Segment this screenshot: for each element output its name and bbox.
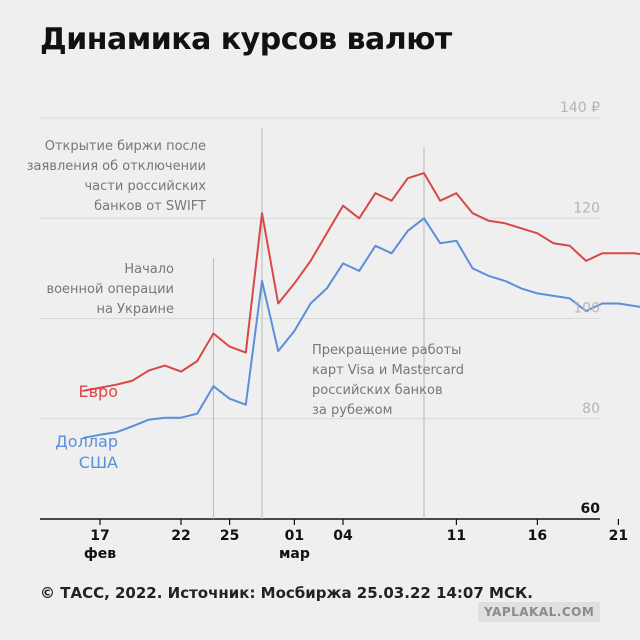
x-month-label-2022-03-01: мар (279, 546, 310, 562)
y-tick-label-120: 120 (573, 200, 600, 216)
series-name-2-part-2: США (79, 453, 118, 472)
event-label-3-line-4: за рубежом (312, 403, 392, 418)
event-label-1-line-1: Начало (124, 262, 174, 277)
series-line-2 (82, 217, 640, 439)
event-label-3-line-3: российских банков (312, 383, 443, 398)
grid-lines (40, 117, 600, 520)
x-tick-label-2022-03-16: 16 (528, 528, 547, 544)
event-label-2-line-3: части российских (85, 179, 207, 194)
y-tick-label-60: 60 (581, 501, 601, 517)
x-tick-label-2022-03-21: 21 (609, 528, 628, 544)
event-label-3-line-1: Прекращение работы (312, 343, 461, 358)
x-tick-label-2022-03-04: 04 (333, 528, 353, 544)
x-month-label-2022-02-17: фев (84, 546, 116, 562)
x-tick-label-2022-03-01: 01 (285, 528, 304, 544)
watermark-logo: YAPLAKAL.COM (478, 602, 601, 622)
event-label-1-line-2: военной операции (46, 282, 174, 297)
series-lines: 99,7592,04 (82, 172, 640, 439)
event-label-2-line-2: заявления об отключении (27, 159, 206, 174)
page-title: Динамика курсов валют (40, 22, 452, 57)
currency-chart: Начало военной операции на Украине Открытие… (27, 100, 640, 562)
x-tick-label-2022-02-25: 25 (220, 528, 239, 544)
x-tick-label-2022-03-11: 11 (447, 528, 466, 544)
y-axis-labels: 140 ₽ 120 100 80 60 (560, 100, 600, 517)
event-label-2-line-4: банков от SWIFT (94, 199, 206, 214)
y-tick-label-100: 100 (573, 301, 600, 317)
event-label-1-line-3: на Украине (96, 302, 174, 317)
x-tick-label-2022-02-17: 17 (90, 528, 109, 544)
source-note: © ТАСС, 2022. Источник: Мосбиржа 25.03.2… (40, 584, 533, 602)
x-tick-label-2022-02-22: 22 (171, 528, 190, 544)
series-name-1-part-1: Евро (79, 382, 118, 401)
event-label-2-line-1: Открытие биржи после (45, 139, 206, 154)
event-label-3-line-2: карт Visa и Mastercard (312, 363, 464, 378)
y-tick-label-80: 80 (582, 401, 600, 417)
event-annotations: Начало военной операции на Украине Открытие… (27, 128, 464, 519)
x-axis-labels: 17фев222501мар0411162125 (84, 519, 628, 562)
series-line-1 (82, 172, 640, 392)
y-tick-label-140: 140 ₽ (560, 100, 600, 116)
series-labels: Евро Доллар США (55, 382, 118, 472)
series-name-2-part-1: Доллар (55, 432, 118, 451)
